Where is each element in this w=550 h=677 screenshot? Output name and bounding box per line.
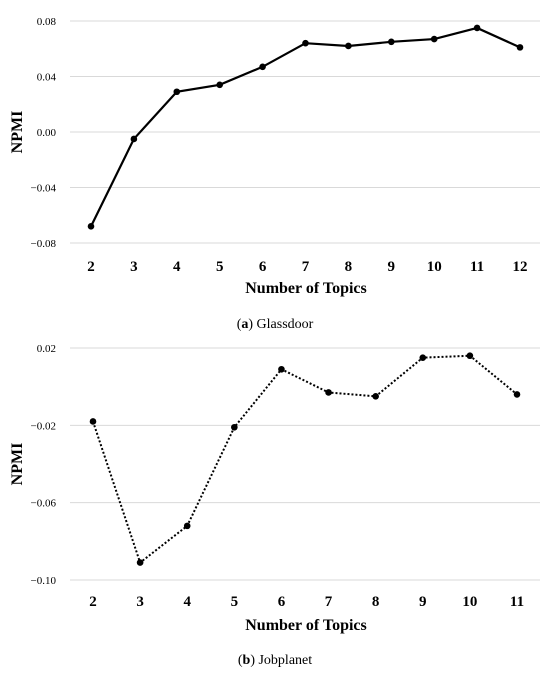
data-point: [345, 42, 352, 50]
data-point: [87, 223, 95, 230]
y-axis-title: NPMI: [9, 443, 26, 486]
figure-caption: (a) Glassdoor: [237, 317, 314, 332]
data-point: [388, 38, 395, 46]
x-tick-label: 11: [510, 594, 524, 610]
series-line: [90, 26, 521, 227]
x-tick-label: 3: [130, 259, 138, 275]
x-axis-title: Number of Topics: [245, 280, 367, 297]
data-point: [513, 391, 521, 398]
x-tick-label: 8: [345, 259, 353, 275]
x-tick-label: 5: [216, 259, 224, 275]
x-tick-label: 6: [259, 259, 267, 275]
x-tick-label: 4: [173, 259, 181, 275]
y-tick-label: 0.08: [37, 16, 57, 28]
data-point: [89, 418, 97, 425]
y-tick-label: −0.08: [31, 238, 57, 250]
figure-caption: (b) Jobplanet: [238, 653, 312, 668]
data-point: [183, 522, 191, 530]
y-tick-label: 0.04: [37, 72, 57, 84]
data-point: [216, 81, 223, 89]
data-point: [419, 354, 427, 361]
y-tick-label: −0.06: [31, 498, 57, 510]
series-line: [92, 354, 518, 565]
data-point: [259, 63, 266, 71]
y-tick-label: 0.00: [37, 127, 57, 139]
x-tick-label: 10: [462, 594, 477, 610]
y-tick-label: −0.02: [31, 420, 56, 432]
x-tick-label: 4: [183, 594, 191, 610]
x-tick-label: 11: [470, 259, 484, 275]
data-point: [473, 24, 481, 32]
x-tick-label: 3: [136, 594, 144, 610]
chart-glassdoor: 0.08 0.04 0.00 −0.04 −0.08 2 3 4 5 6 7 8 9 10 11 12 Numb…: [9, 16, 540, 332]
data-point: [173, 88, 181, 96]
chart-jobplanet: 0.02 −0.02 −0.06 −0.10 2 3 4 5 6 7 8 9 10 11 Number of…: [9, 343, 540, 668]
x-tick-label: 12: [513, 259, 528, 275]
x-tick-label: 6: [278, 594, 286, 610]
data-point: [136, 559, 144, 566]
y-axis-title: NPMI: [9, 111, 26, 154]
data-point: [231, 423, 238, 431]
x-tick-label: 9: [388, 259, 396, 275]
y-tick-label: 0.02: [37, 343, 56, 355]
y-tick-label: −0.10: [31, 575, 57, 587]
x-tick-label: 5: [231, 594, 239, 610]
data-point: [302, 39, 309, 47]
data-point: [130, 135, 138, 143]
x-tick-label: 7: [302, 259, 310, 275]
data-point: [372, 393, 379, 400]
data-point: [325, 389, 332, 396]
x-tick-label: 2: [87, 259, 95, 275]
data-point: [516, 44, 524, 51]
y-tick-label: −0.04: [31, 183, 57, 195]
x-axis-title: Number of Topics: [245, 617, 367, 634]
data-point: [466, 352, 474, 360]
x-tick-label: 8: [372, 594, 380, 610]
x-tick-label: 2: [89, 594, 97, 610]
data-point: [278, 365, 285, 373]
x-tick-label: 9: [419, 594, 427, 610]
x-tick-label: 7: [325, 594, 333, 610]
x-tick-label: 10: [427, 259, 442, 275]
data-point: [430, 35, 438, 43]
